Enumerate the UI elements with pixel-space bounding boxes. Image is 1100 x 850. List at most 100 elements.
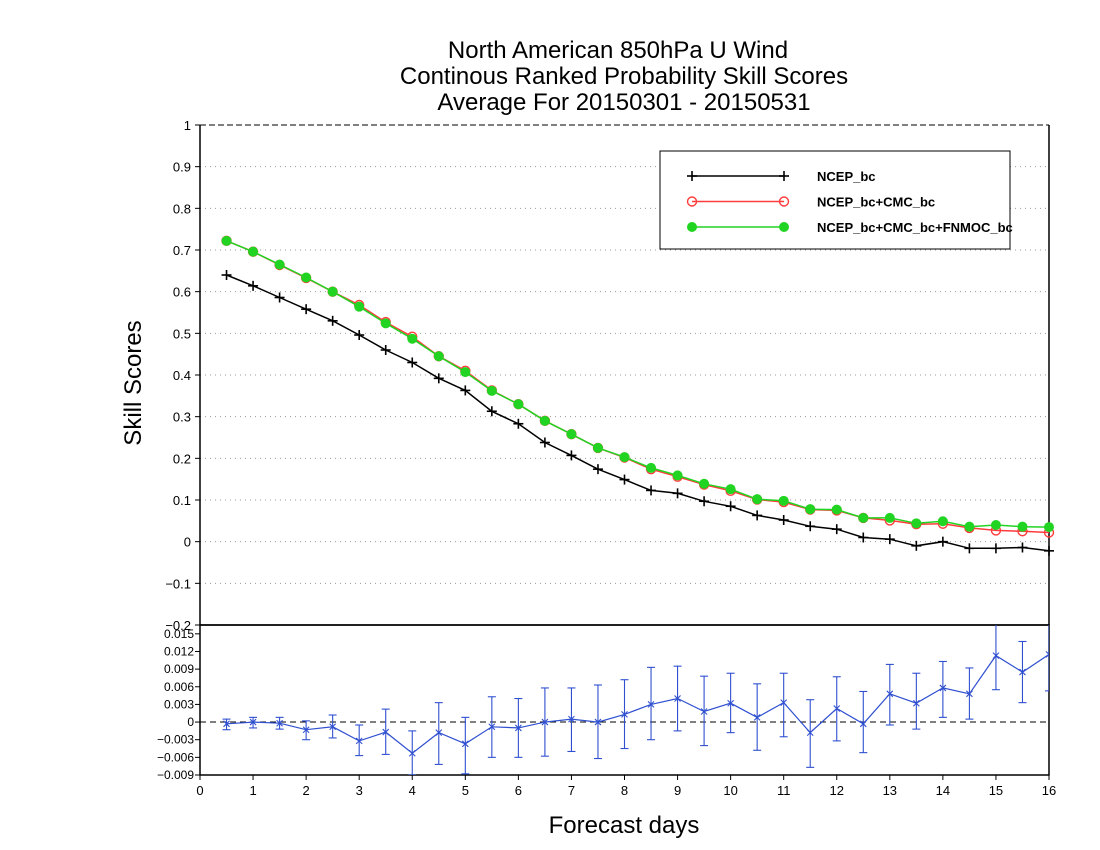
- legend-marker: [687, 222, 697, 232]
- data-point: [1017, 542, 1028, 553]
- legend-marker: [779, 222, 789, 232]
- data-point: [778, 495, 789, 506]
- x-tick-label: 6: [515, 783, 522, 798]
- difference-series: [222, 625, 1049, 775]
- data-point: [964, 543, 975, 554]
- data-point: [513, 418, 524, 429]
- series-line: [226, 274, 1050, 552]
- data-point: [1045, 651, 1049, 658]
- data-point: [274, 259, 285, 270]
- data-point: [513, 399, 524, 410]
- data-point: [301, 304, 312, 315]
- data-point: [725, 501, 736, 512]
- data-point: [435, 729, 443, 737]
- x-tick-label: 13: [883, 783, 897, 798]
- x-tick-label: 10: [723, 783, 737, 798]
- data-point: [831, 524, 842, 535]
- y-tick-label: 0.8: [173, 201, 191, 216]
- data-point: [833, 705, 841, 712]
- error-bar: [885, 663, 894, 726]
- diff-y-tick-label: 0.009: [164, 662, 194, 676]
- legend-item: NCEP_bc+CMC_bc: [686, 195, 935, 210]
- data-point: [327, 315, 338, 326]
- diff-y-tick-label: 0.006: [164, 680, 194, 694]
- data-point: [884, 512, 895, 523]
- legend: NCEP_bc NCEP_bc+CMC_bc NCEP_bc+CMC_bc+FNMO…: [659, 150, 1013, 250]
- data-point: [223, 720, 230, 728]
- error-bar: [938, 660, 947, 718]
- data-point: [859, 720, 867, 728]
- y-tick-label: 0.4: [173, 368, 191, 383]
- difference-line: [226, 653, 1049, 754]
- data-point: [753, 713, 761, 721]
- data-point: [594, 718, 602, 726]
- data-point: [884, 534, 895, 545]
- error-bar: [647, 666, 656, 741]
- data-point: [886, 690, 894, 698]
- y-axis-title: Skill Scores: [120, 320, 147, 445]
- legend-label: NCEP_bc+CMC_bc+FNMOC_bc: [817, 220, 1013, 235]
- y-tick-label: 0.3: [173, 410, 191, 425]
- error-bar: [1045, 625, 1049, 692]
- diff-y-tick-label: 0.003: [164, 697, 194, 711]
- x-tick-label: 2: [303, 783, 310, 798]
- data-point: [301, 272, 312, 283]
- legend-label: NCEP_bc+CMC_bc: [817, 195, 935, 210]
- data-point: [221, 235, 232, 246]
- series-NCEP_bc+CMC_bc: [221, 235, 1055, 538]
- data-point: [647, 701, 655, 708]
- chart-titles: North American 850hPa U Wind Continous R…: [400, 37, 848, 116]
- data-point: [674, 695, 681, 702]
- data-point: [488, 723, 496, 731]
- data-point: [327, 286, 338, 297]
- data-point: [858, 512, 869, 523]
- data-point: [539, 437, 550, 448]
- data-point: [355, 737, 363, 745]
- chart-title-line-2: Continous Ranked Probability Skill Score…: [400, 63, 848, 90]
- y-tick-label: −0.2: [165, 618, 191, 633]
- data-point: [433, 351, 444, 362]
- data-point: [700, 708, 708, 715]
- y-tick-label: 0.6: [173, 285, 191, 300]
- y-tick-label: 0.5: [173, 326, 191, 341]
- error-bar: [991, 625, 1000, 691]
- data-point: [382, 728, 390, 736]
- legend-label: NCEP_bc: [817, 169, 876, 184]
- error-bar: [806, 699, 815, 768]
- data-point: [276, 719, 283, 727]
- error-bar: [779, 672, 788, 738]
- data-point: [752, 494, 763, 505]
- data-point: [752, 510, 763, 521]
- legend-item: NCEP_bc: [687, 169, 876, 184]
- data-point: [380, 345, 391, 355]
- data-point: [354, 301, 365, 312]
- data-point: [939, 684, 947, 692]
- data-point: [407, 333, 418, 344]
- data-point: [541, 718, 549, 726]
- error-bar: [461, 716, 470, 775]
- data-point: [912, 699, 920, 707]
- x-tick-label: 4: [409, 783, 416, 798]
- data-point: [805, 504, 816, 515]
- legend-item: NCEP_bc+CMC_bc+FNMOC_bc: [687, 220, 1013, 235]
- series-line: [226, 240, 1050, 528]
- data-point: [1044, 522, 1054, 533]
- x-tick-label: 14: [936, 783, 950, 798]
- x-tick-label: 15: [989, 783, 1003, 798]
- data-point: [619, 474, 630, 485]
- data-point: [937, 536, 948, 547]
- diff-y-tick-label: −0.006: [157, 750, 194, 764]
- x-tick-label: 0: [196, 783, 203, 798]
- data-point: [408, 749, 416, 757]
- data-point: [911, 540, 922, 551]
- data-point: [433, 373, 444, 384]
- data-point: [486, 406, 497, 417]
- series-NCEP_bc: [221, 270, 1054, 556]
- data-point: [699, 478, 710, 489]
- diff-y-tick-label: 0.012: [164, 644, 194, 658]
- data-point: [486, 385, 497, 396]
- data-point: [858, 532, 869, 543]
- difference-plot: 0.015 0.012 0.009 0.006 0.003 0 −0.003 −0.006 −0…: [157, 624, 1056, 798]
- diff-y-tick-label: 0.015: [164, 627, 194, 641]
